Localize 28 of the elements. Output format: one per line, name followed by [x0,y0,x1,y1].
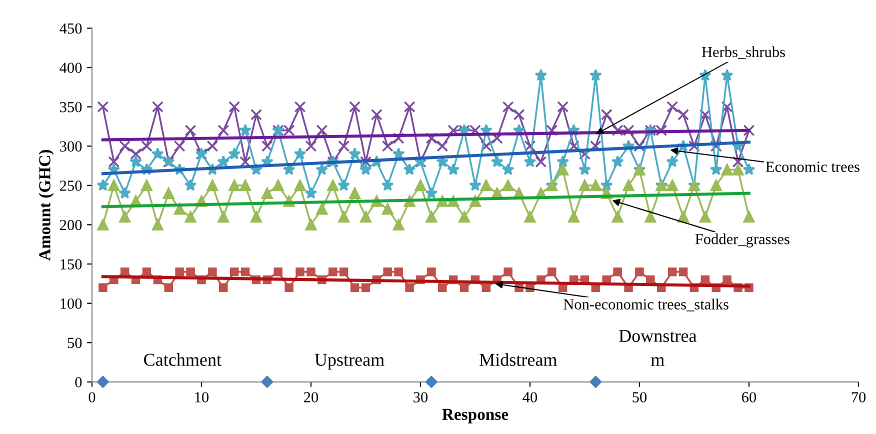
x-tick-label: 70 [852,392,866,402]
x-tick-label: 20 [304,392,318,402]
y-tick-label: 300 [60,141,82,152]
annotation: Non-economic trees_stalks [564,298,728,312]
y-tick-label: 0 [75,377,82,388]
y-axis-title: Amount (GHC) [38,150,54,261]
annotation: Midstream [480,353,557,366]
y-tick-label: 150 [60,259,82,270]
annotation: Upstream [314,354,384,370]
x-tick-label: 30 [414,392,428,402]
y-tick-label: 450 [60,23,82,34]
x-tick-label: 50 [632,392,647,402]
x-tick-label: 40 [522,392,538,402]
annotation: Fodder_grasses [695,233,790,248]
annotation: Herbs_shrubs [702,46,785,60]
y-tick-label: 250 [60,180,82,191]
y-tick-label: 400 [60,62,82,73]
x-tick-label: 0 [88,392,96,402]
y-tick-label: 200 [60,220,82,230]
y-tick-label: 50 [68,338,82,348]
y-tick-label: 350 [60,102,82,112]
y-tick-label: 100 [60,298,82,309]
x-tick-label: 10 [195,392,209,402]
annotation: Economic trees [766,162,860,172]
annotation: Catchment [144,353,222,366]
x-axis-title: Response [442,408,508,424]
x-tick-label: 60 [742,392,756,402]
annotation: Downstrea m [619,330,697,366]
